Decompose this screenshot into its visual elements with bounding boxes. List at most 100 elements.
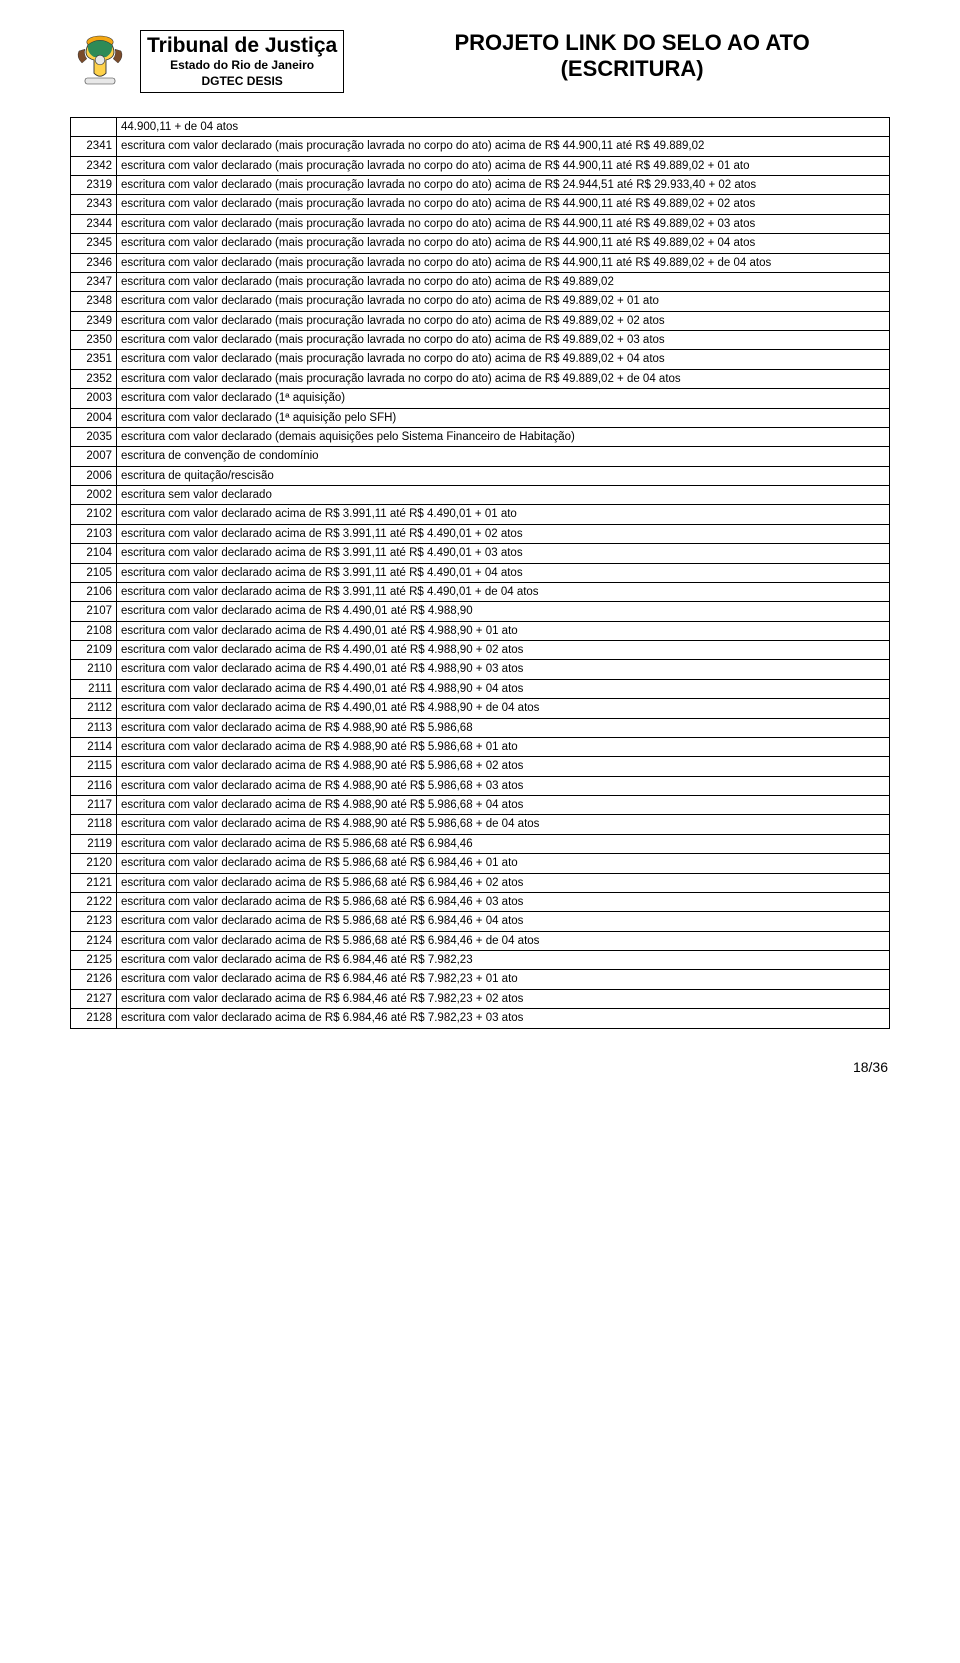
- desc-cell: escritura com valor declarado (mais proc…: [117, 195, 890, 214]
- code-cell: 2125: [71, 951, 117, 970]
- table-row: 2319escritura com valor declarado (mais …: [71, 176, 890, 195]
- code-cell: 2103: [71, 524, 117, 543]
- code-cell: 2124: [71, 931, 117, 950]
- table-row: 2349escritura com valor declarado (mais …: [71, 311, 890, 330]
- code-cell: 2035: [71, 427, 117, 446]
- table-row: 2342escritura com valor declarado (mais …: [71, 156, 890, 175]
- table-row: 2123escritura com valor declarado acima …: [71, 912, 890, 931]
- code-cell: 2352: [71, 369, 117, 388]
- desc-cell: escritura com valor declarado acima de R…: [117, 641, 890, 660]
- code-cell: 2319: [71, 176, 117, 195]
- code-cell: 2110: [71, 660, 117, 679]
- table-row: 2035escritura com valor declarado (demai…: [71, 427, 890, 446]
- code-cell: 2346: [71, 253, 117, 272]
- desc-cell: escritura com valor declarado acima de R…: [117, 892, 890, 911]
- desc-cell: escritura com valor declarado acima de R…: [117, 679, 890, 698]
- code-cell: 2128: [71, 1009, 117, 1028]
- code-cell: 2347: [71, 272, 117, 291]
- desc-cell: escritura com valor declarado (mais proc…: [117, 253, 890, 272]
- desc-cell: escritura com valor declarado (mais proc…: [117, 272, 890, 291]
- desc-cell: escritura com valor declarado (mais proc…: [117, 176, 890, 195]
- codes-table: 44.900,11 + de 04 atos2341escritura com …: [70, 117, 890, 1029]
- table-row: 2348escritura com valor declarado (mais …: [71, 292, 890, 311]
- project-title-line1: PROJETO LINK DO SELO AO ATO: [374, 30, 890, 56]
- code-cell: 2343: [71, 195, 117, 214]
- desc-cell: escritura com valor declarado acima de R…: [117, 544, 890, 563]
- table-row: 2004escritura com valor declarado (1ª aq…: [71, 408, 890, 427]
- code-cell: 2119: [71, 834, 117, 853]
- desc-cell: escritura com valor declarado (1ª aquisi…: [117, 408, 890, 427]
- code-cell: 2002: [71, 486, 117, 505]
- table-row: 2116escritura com valor declarado acima …: [71, 776, 890, 795]
- code-cell: 2007: [71, 447, 117, 466]
- code-cell: 2112: [71, 699, 117, 718]
- org-block: Tribunal de Justiça Estado do Rio de Jan…: [140, 30, 344, 93]
- code-cell: 2351: [71, 350, 117, 369]
- desc-cell: escritura com valor declarado (demais aq…: [117, 427, 890, 446]
- table-row: 2112escritura com valor declarado acima …: [71, 699, 890, 718]
- code-cell: 2004: [71, 408, 117, 427]
- desc-cell: escritura com valor declarado acima de R…: [117, 563, 890, 582]
- code-cell: 2344: [71, 214, 117, 233]
- table-row: 2109escritura com valor declarado acima …: [71, 641, 890, 660]
- code-cell: 2122: [71, 892, 117, 911]
- code-cell: 2115: [71, 757, 117, 776]
- desc-cell: escritura com valor declarado acima de R…: [117, 796, 890, 815]
- page: Tribunal de Justiça Estado do Rio de Jan…: [0, 0, 960, 1115]
- table-row: 2347escritura com valor declarado (mais …: [71, 272, 890, 291]
- table-row: 2346escritura com valor declarado (mais …: [71, 253, 890, 272]
- code-cell: 2123: [71, 912, 117, 931]
- desc-cell: escritura com valor declarado acima de R…: [117, 660, 890, 679]
- desc-cell: escritura com valor declarado acima de R…: [117, 989, 890, 1008]
- table-row: 2344escritura com valor declarado (mais …: [71, 214, 890, 233]
- table-row: 2345escritura com valor declarado (mais …: [71, 234, 890, 253]
- code-cell: 2111: [71, 679, 117, 698]
- code-cell: 2105: [71, 563, 117, 582]
- code-cell: 2117: [71, 796, 117, 815]
- desc-cell: escritura com valor declarado acima de R…: [117, 931, 890, 950]
- desc-cell: escritura com valor declarado acima de R…: [117, 505, 890, 524]
- desc-cell: escritura de convenção de condomínio: [117, 447, 890, 466]
- desc-cell: escritura com valor declarado (mais proc…: [117, 331, 890, 350]
- table-row: 2006escritura de quitação/rescisão: [71, 466, 890, 485]
- table-row: 2103escritura com valor declarado acima …: [71, 524, 890, 543]
- code-cell: 2121: [71, 873, 117, 892]
- desc-cell: escritura com valor declarado acima de R…: [117, 834, 890, 853]
- code-cell: 2106: [71, 582, 117, 601]
- table-row: 2124escritura com valor declarado acima …: [71, 931, 890, 950]
- table-row: 2003escritura com valor declarado (1ª aq…: [71, 389, 890, 408]
- table-row: 2108escritura com valor declarado acima …: [71, 621, 890, 640]
- desc-cell: escritura com valor declarado acima de R…: [117, 1009, 890, 1028]
- table-row: 2117escritura com valor declarado acima …: [71, 796, 890, 815]
- desc-cell: escritura com valor declarado acima de R…: [117, 621, 890, 640]
- org-dept: DGTEC DESIS: [147, 74, 337, 88]
- desc-cell: escritura com valor declarado (mais proc…: [117, 156, 890, 175]
- table-row: 2122escritura com valor declarado acima …: [71, 892, 890, 911]
- table-row: 2120escritura com valor declarado acima …: [71, 854, 890, 873]
- table-row: 2107escritura com valor declarado acima …: [71, 602, 890, 621]
- code-cell: [71, 117, 117, 136]
- code-cell: 2113: [71, 718, 117, 737]
- org-title: Tribunal de Justiça: [147, 33, 337, 58]
- code-cell: 2108: [71, 621, 117, 640]
- code-cell: 2345: [71, 234, 117, 253]
- table-row: 2118escritura com valor declarado acima …: [71, 815, 890, 834]
- project-title-line2: (ESCRITURA): [374, 56, 890, 82]
- code-cell: 2109: [71, 641, 117, 660]
- desc-cell: escritura com valor declarado acima de R…: [117, 873, 890, 892]
- table-row: 2102escritura com valor declarado acima …: [71, 505, 890, 524]
- table-row: 2351escritura com valor declarado (mais …: [71, 350, 890, 369]
- table-row: 2126escritura com valor declarado acima …: [71, 970, 890, 989]
- table-row: 2128escritura com valor declarado acima …: [71, 1009, 890, 1028]
- project-title-block: PROJETO LINK DO SELO AO ATO (ESCRITURA): [374, 30, 890, 82]
- desc-cell: escritura com valor declarado acima de R…: [117, 854, 890, 873]
- code-cell: 2126: [71, 970, 117, 989]
- desc-cell: escritura com valor declarado acima de R…: [117, 776, 890, 795]
- desc-cell: escritura com valor declarado (mais proc…: [117, 369, 890, 388]
- table-row: 2110escritura com valor declarado acima …: [71, 660, 890, 679]
- page-header: Tribunal de Justiça Estado do Rio de Jan…: [70, 30, 890, 93]
- code-cell: 2102: [71, 505, 117, 524]
- table-row: 2114escritura com valor declarado acima …: [71, 737, 890, 756]
- table-row: 44.900,11 + de 04 atos: [71, 117, 890, 136]
- table-row: 2106escritura com valor declarado acima …: [71, 582, 890, 601]
